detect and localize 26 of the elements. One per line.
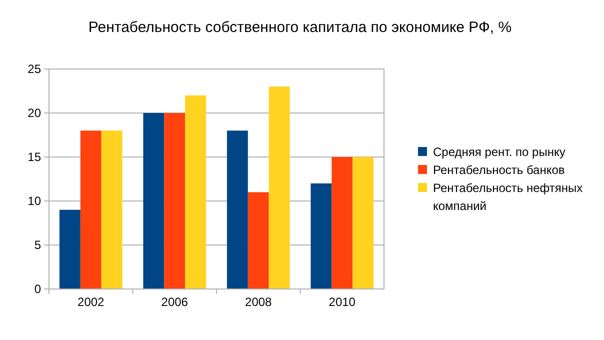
bar <box>164 113 186 289</box>
x-tick-label: 2010 <box>328 295 356 309</box>
bar <box>101 130 122 289</box>
y-tick-label: 10 <box>28 194 42 208</box>
y-tick-label: 25 <box>28 62 42 76</box>
bar <box>310 183 332 289</box>
chart-title: Рентабельность собственного капитала по экономике РФ, % <box>88 19 512 36</box>
x-tick-label: 2002 <box>78 295 105 309</box>
legend-label: Рентабельность банков <box>433 163 565 178</box>
bar <box>248 192 269 289</box>
bar <box>80 130 102 289</box>
x-tick-label: 2006 <box>161 295 188 309</box>
bar <box>268 86 290 289</box>
bar <box>59 210 80 289</box>
legend-label: Рентабельность нефтяных компаний <box>433 181 583 214</box>
y-tick-label: 0 <box>34 282 42 296</box>
bar <box>332 157 353 289</box>
x-tick-label: 2008 <box>245 295 272 309</box>
bar <box>185 95 206 289</box>
bar <box>352 157 374 289</box>
y-tick-label: 15 <box>28 150 42 164</box>
y-tick-label: 20 <box>28 106 42 120</box>
bar <box>143 113 164 289</box>
bar <box>226 130 248 289</box>
y-tick-label: 5 <box>34 238 42 252</box>
legend-label: Средняя рент. по рынку <box>433 145 566 160</box>
